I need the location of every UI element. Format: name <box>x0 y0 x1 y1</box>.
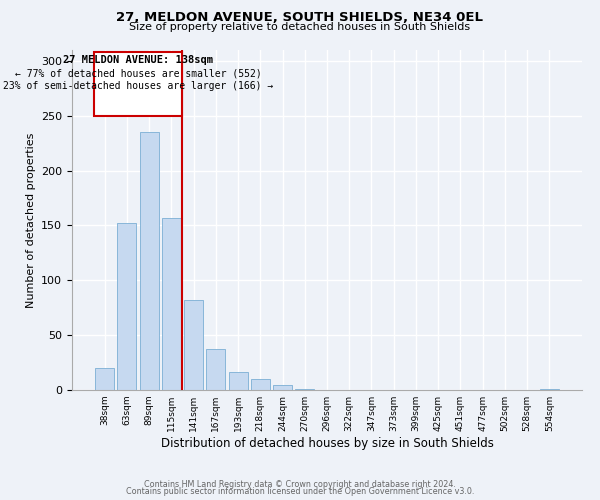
Y-axis label: Number of detached properties: Number of detached properties <box>26 132 35 308</box>
Bar <box>229 372 248 390</box>
Bar <box>251 379 270 390</box>
Text: 27, MELDON AVENUE, SOUTH SHIELDS, NE34 0EL: 27, MELDON AVENUE, SOUTH SHIELDS, NE34 0… <box>116 11 484 24</box>
Text: ← 77% of detached houses are smaller (552): ← 77% of detached houses are smaller (55… <box>14 68 262 78</box>
Text: Contains HM Land Registry data © Crown copyright and database right 2024.: Contains HM Land Registry data © Crown c… <box>144 480 456 489</box>
Bar <box>184 300 203 390</box>
Bar <box>206 350 225 390</box>
FancyBboxPatch shape <box>94 52 182 116</box>
Bar <box>162 218 181 390</box>
Bar <box>118 224 136 390</box>
Text: Size of property relative to detached houses in South Shields: Size of property relative to detached ho… <box>130 22 470 32</box>
Text: Contains public sector information licensed under the Open Government Licence v3: Contains public sector information licen… <box>126 487 474 496</box>
X-axis label: Distribution of detached houses by size in South Shields: Distribution of detached houses by size … <box>161 437 493 450</box>
Bar <box>140 132 158 390</box>
Text: 23% of semi-detached houses are larger (166) →: 23% of semi-detached houses are larger (… <box>3 80 273 90</box>
Bar <box>540 389 559 390</box>
Bar <box>95 368 114 390</box>
Text: 27 MELDON AVENUE: 138sqm: 27 MELDON AVENUE: 138sqm <box>63 56 213 66</box>
Bar <box>273 384 292 390</box>
Bar <box>295 389 314 390</box>
